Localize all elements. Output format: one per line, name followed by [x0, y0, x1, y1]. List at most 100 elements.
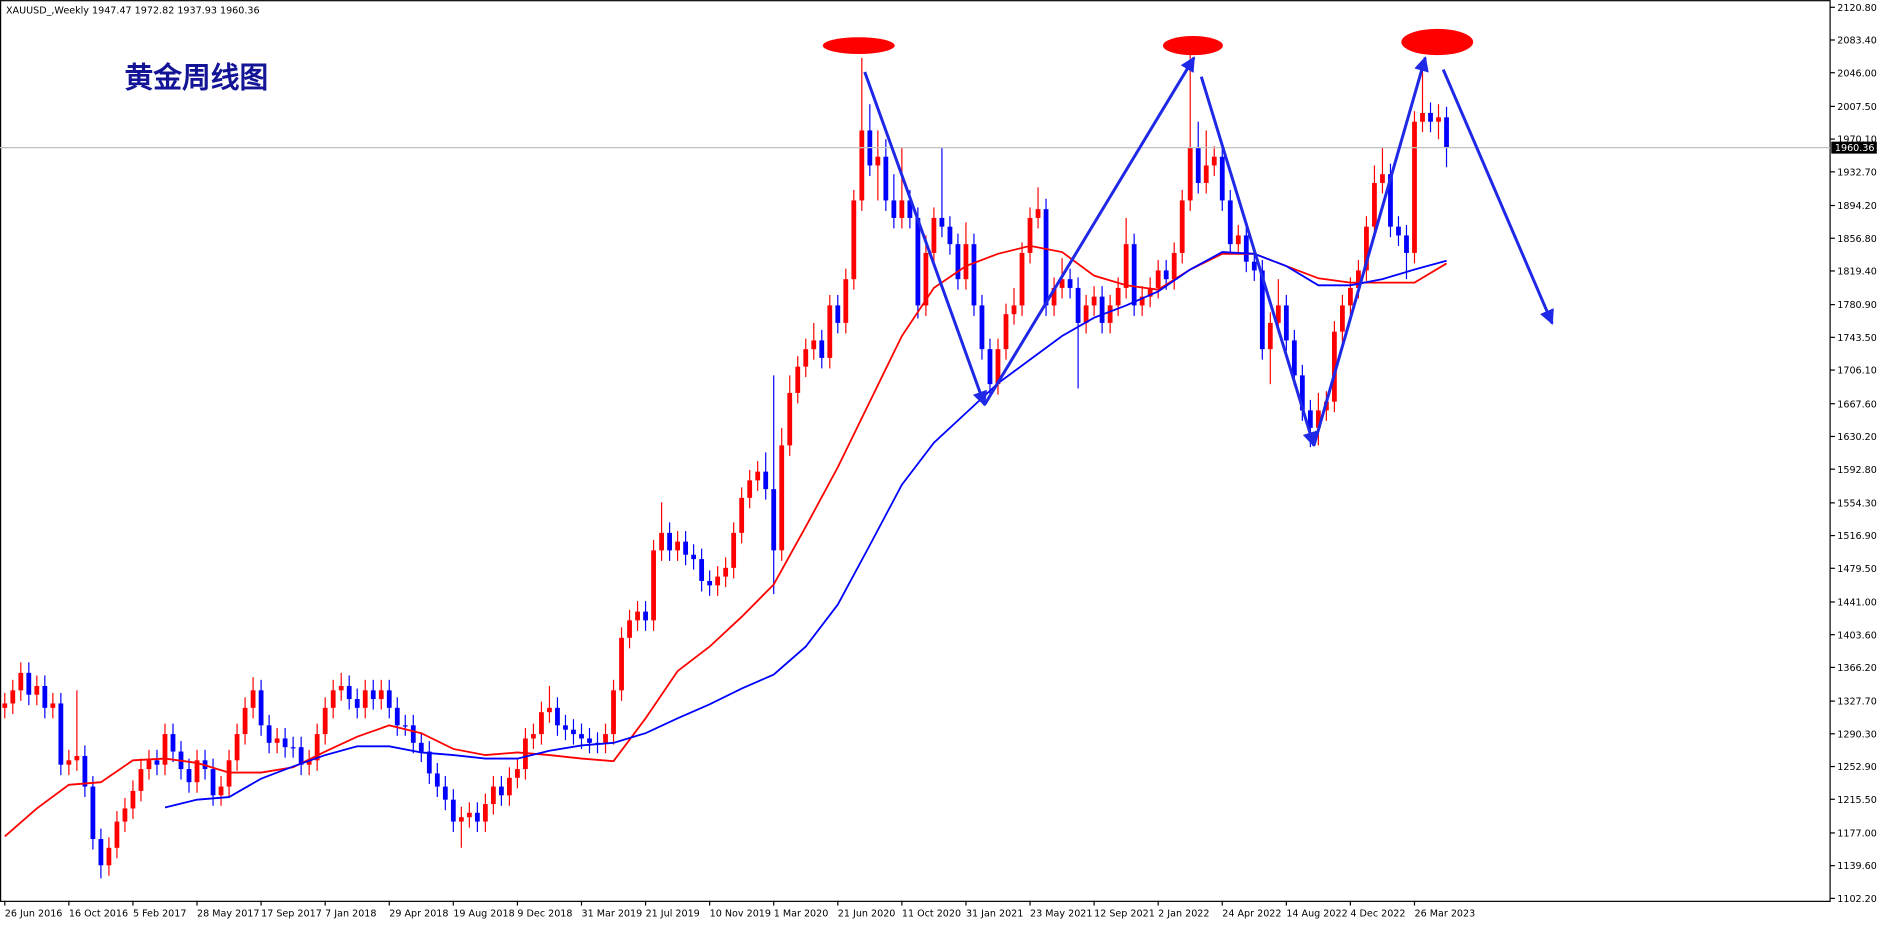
candle-body: [723, 567, 729, 577]
candle-body: [747, 480, 753, 498]
candle-body: [26, 672, 32, 695]
x-tick-label: 11 Oct 2020: [902, 908, 961, 919]
candle-body: [122, 808, 128, 822]
candle-body: [170, 734, 176, 752]
candle-body: [883, 156, 889, 201]
candle-body: [531, 734, 536, 739]
candle-body: [707, 580, 713, 586]
candle-body: [1123, 244, 1129, 288]
candle-body: [755, 471, 761, 481]
candle-body: [699, 559, 705, 581]
x-tick-label: 16 Oct 2016: [69, 908, 128, 919]
y-tick-label: 2120.80: [1837, 3, 1877, 14]
candle-body: [282, 738, 288, 748]
y-tick-label: 1743.50: [1837, 333, 1877, 344]
candle-body: [338, 685, 344, 691]
candle-body: [947, 226, 953, 245]
candle-body: [50, 703, 56, 708]
candle-body: [1147, 287, 1153, 297]
x-tick-label: 24 Apr 2022: [1222, 908, 1281, 919]
candle-body: [859, 130, 865, 201]
candle-body: [18, 672, 24, 691]
y-tick-label: 1403.60: [1837, 630, 1877, 641]
candle-body: [114, 821, 120, 848]
y-tick-label: 1177.00: [1837, 829, 1877, 840]
moving-average: [164, 251, 1447, 809]
candle-body: [1331, 331, 1337, 402]
candle-body: [266, 725, 272, 743]
candle-body: [1187, 147, 1193, 201]
candle-body: [466, 812, 472, 818]
candle-body: [971, 244, 977, 306]
y-tick-label: 1819.40: [1837, 267, 1877, 278]
candle-body: [410, 725, 416, 743]
arrow: [1441, 68, 1554, 325]
candle-body: [210, 769, 216, 796]
peak-marker: [822, 37, 895, 54]
candle-body: [691, 554, 697, 560]
candle-body: [1131, 244, 1137, 306]
candle-body: [1243, 235, 1249, 262]
y-tick-label: 1554.30: [1837, 498, 1877, 509]
candle-body: [1227, 200, 1233, 245]
arrow: [1312, 56, 1429, 447]
candle-body: [619, 637, 624, 691]
y-tick-label: 1366.20: [1837, 663, 1877, 674]
candle-body: [1019, 252, 1025, 306]
y-tick-label: 1970.10: [1837, 135, 1877, 146]
x-tick-label: 21 Jul 2019: [646, 908, 700, 919]
x-tick-label: 29 Apr 2018: [389, 908, 448, 919]
candle-body: [587, 738, 592, 743]
candle-body: [891, 200, 897, 218]
candle-body: [635, 611, 640, 621]
peak-marker: [1401, 28, 1474, 56]
last-price-label: 1960.36: [1835, 143, 1875, 154]
candle-body: [354, 699, 360, 708]
candle-body: [843, 279, 849, 323]
candle-body: [290, 747, 296, 749]
candle-body: [995, 349, 1001, 385]
candle-body: [1027, 217, 1033, 253]
candle-body: [314, 734, 320, 761]
candle-body: [923, 252, 929, 306]
candle-body: [963, 244, 969, 280]
x-tick-label: 31 Mar 2019: [581, 908, 642, 919]
candle-body: [1011, 305, 1017, 315]
candle-body: [819, 340, 825, 358]
candle-body: [1195, 147, 1201, 183]
arrow: [983, 56, 1196, 406]
candle-body: [683, 541, 689, 555]
candle-body: [258, 690, 264, 726]
candle-body: [1436, 117, 1441, 122]
candle-body: [1043, 209, 1049, 306]
candle-body: [1035, 209, 1041, 218]
candle-body: [298, 747, 304, 765]
x-tick-label: 10 Nov 2019: [710, 908, 771, 919]
candle-body: [1179, 200, 1185, 253]
candle-body: [1219, 156, 1225, 201]
candle-body: [1099, 296, 1105, 323]
annotations: [863, 56, 1554, 448]
candle-body: [603, 734, 608, 743]
candle-body: [1171, 252, 1177, 280]
candle-body: [795, 366, 801, 393]
symbol-info: XAUUSD_,Weekly 1947.47 1972.82 1937.93 1…: [6, 5, 260, 16]
candle-body: [1267, 322, 1273, 350]
candle-body: [194, 760, 200, 783]
candle-body: [1380, 174, 1385, 183]
candle-body: [1444, 117, 1449, 148]
candle-body: [803, 349, 809, 367]
x-tick-label: 5 Feb 2017: [133, 908, 187, 919]
x-tick-label: 26 Jun 2016: [5, 908, 63, 919]
x-tick-label: 4 Dec 2022: [1350, 908, 1405, 919]
candle-body: [274, 738, 280, 743]
y-tick-label: 1780.90: [1837, 300, 1877, 311]
x-tick-label: 2 Jan 2022: [1158, 908, 1209, 919]
x-tick-label: 17 Sep 2017: [261, 908, 322, 919]
y-tick-label: 1706.10: [1837, 366, 1877, 377]
candle-body: [1051, 287, 1057, 306]
candle-body: [74, 755, 80, 761]
candle-body: [346, 685, 352, 700]
